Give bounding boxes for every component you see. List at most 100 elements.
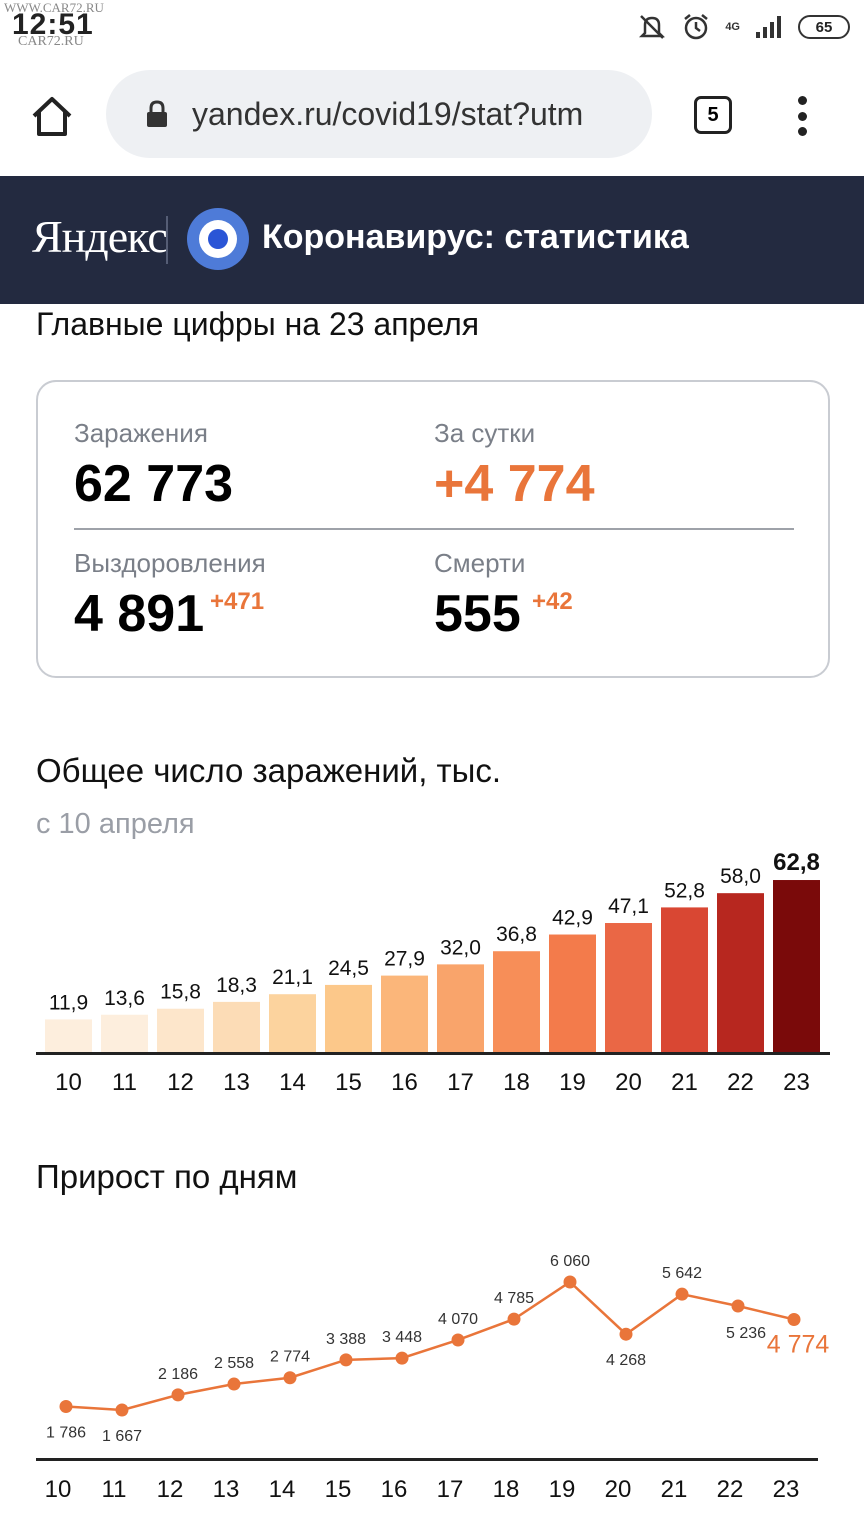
point-value-label: 4 774 [767, 1330, 830, 1358]
point-22[interactable] [731, 1299, 745, 1313]
bar-23[interactable] [773, 880, 820, 1052]
bar-value-label: 18,3 [216, 974, 257, 997]
menu-dots-icon[interactable] [790, 92, 814, 140]
bar-21[interactable] [661, 907, 708, 1052]
deaths-label: Смерти [434, 548, 526, 578]
x-tick-label: 18 [503, 1069, 530, 1096]
point-11[interactable] [115, 1403, 129, 1417]
bar-11[interactable] [101, 1014, 148, 1052]
bar-value-label: 52,8 [664, 879, 705, 902]
x-tick-label: 11 [112, 1069, 137, 1096]
bar-17[interactable] [437, 964, 484, 1052]
x-tick-label: 20 [615, 1069, 642, 1096]
home-icon[interactable] [28, 92, 76, 140]
url-text: yandex.ru/covid19/stat?utm [192, 95, 584, 132]
header-title[interactable]: Коронавирус: статистика [262, 218, 689, 256]
bar-value-label: 62,8 [773, 849, 820, 876]
x-tick-label: 10 [45, 1476, 72, 1503]
x-tick-label: 17 [437, 1476, 464, 1503]
point-value-label: 4 070 [438, 1311, 478, 1328]
bar-value-label: 36,8 [496, 923, 537, 946]
x-tick-label: 10 [55, 1069, 82, 1096]
daily-value: +4 774 [434, 455, 595, 513]
deaths-delta: +42 [532, 588, 573, 615]
point-20[interactable] [619, 1327, 633, 1341]
mute-icon [639, 15, 666, 39]
bar-value-label: 58,0 [720, 865, 761, 888]
bar-12[interactable] [157, 1008, 204, 1052]
point-value-label: 2 186 [158, 1366, 198, 1383]
bar-19[interactable] [549, 934, 596, 1052]
tabs-button[interactable]: 5 [694, 96, 732, 134]
bar-14[interactable] [269, 994, 316, 1052]
x-tick-label: 16 [391, 1069, 418, 1096]
x-tick-label: 21 [661, 1476, 688, 1503]
daily-label: За сутки [434, 418, 536, 448]
x-tick-label: 22 [717, 1476, 744, 1503]
recoveries-value: 4 891 [74, 585, 205, 643]
x-tick-label: 15 [335, 1069, 362, 1096]
bar-15[interactable] [325, 984, 372, 1052]
bar-22[interactable] [717, 893, 764, 1052]
status-icons: 4G 65 [637, 10, 850, 44]
battery-icon: 65 [798, 15, 850, 39]
bar-value-label: 13,6 [104, 987, 145, 1010]
yandex-logo[interactable]: Яндекс [32, 211, 168, 262]
point-23[interactable] [787, 1312, 801, 1326]
point-15[interactable] [339, 1353, 353, 1367]
address-bar[interactable]: yandex.ru/covid19/stat?utm [106, 70, 652, 158]
network-type: 4G [725, 20, 740, 33]
point-10[interactable] [59, 1400, 73, 1414]
x-tick-label: 23 [783, 1069, 810, 1096]
total-infections-chart: 11,9 10 13,6 11 15,8 12 18,3 13 21,1 14 24,5 15 27,9… [36, 849, 830, 1096]
point-value-label: 4 785 [494, 1290, 534, 1307]
daily-growth-chart: 1 786 10 1 667 11 2 186 12 2 558 13 2 774 14 3 388… [36, 1253, 830, 1503]
deaths-value: 555 [434, 585, 521, 643]
point-21[interactable] [675, 1287, 689, 1301]
point-value-label: 1 667 [102, 1428, 142, 1445]
bar-value-label: 15,8 [160, 981, 201, 1004]
lock-icon [147, 100, 167, 127]
alarm-icon [684, 14, 709, 40]
point-value-label: 2 558 [214, 1355, 254, 1372]
point-value-label: 1 786 [46, 1425, 86, 1442]
bar-13[interactable] [213, 1001, 260, 1052]
bar-16[interactable] [381, 975, 428, 1052]
battery-level: 65 [815, 18, 833, 36]
watermark-top: WWW.CAR72.RU [4, 0, 104, 15]
x-tick-label: 12 [157, 1476, 184, 1503]
bar-value-label: 21,1 [272, 966, 313, 989]
bar-value-label: 32,0 [440, 936, 481, 959]
x-tick-label: 18 [493, 1476, 520, 1503]
recoveries-label: Выздоровления [74, 548, 266, 578]
x-tick-label: 13 [223, 1069, 250, 1096]
x-tick-label: 20 [605, 1476, 632, 1503]
point-value-label: 3 388 [326, 1331, 366, 1348]
point-16[interactable] [395, 1351, 409, 1365]
browser-toolbar: yandex.ru/covid19/stat?utm 5 [0, 56, 864, 176]
main-figures-title: Главные цифры на 23 апреля [36, 306, 480, 342]
x-tick-label: 14 [269, 1476, 296, 1503]
point-value-label: 4 268 [606, 1352, 646, 1369]
x-tick-label: 16 [381, 1476, 408, 1503]
bar-value-label: 47,1 [608, 895, 649, 918]
x-tick-label: 19 [549, 1476, 576, 1503]
status-bar: WWW.CAR72.RU 12:51 CAR72.RU 4G 65 [0, 0, 864, 56]
x-tick-label: 23 [773, 1476, 800, 1503]
point-value-label: 5 642 [662, 1265, 702, 1282]
bar-value-label: 11,9 [49, 991, 88, 1014]
point-18[interactable] [507, 1312, 521, 1326]
x-tick-label: 22 [727, 1069, 754, 1096]
point-12[interactable] [171, 1388, 185, 1402]
point-value-label: 3 448 [382, 1329, 422, 1346]
x-tick-label: 14 [279, 1069, 306, 1096]
point-19[interactable] [563, 1275, 577, 1289]
x-tick-label: 17 [447, 1069, 474, 1096]
point-value-label: 2 774 [270, 1349, 310, 1366]
bar-10[interactable] [45, 1019, 92, 1052]
bar-20[interactable] [605, 923, 652, 1052]
point-14[interactable] [283, 1371, 297, 1385]
point-13[interactable] [227, 1377, 241, 1391]
bar-18[interactable] [493, 951, 540, 1052]
point-17[interactable] [451, 1333, 465, 1347]
